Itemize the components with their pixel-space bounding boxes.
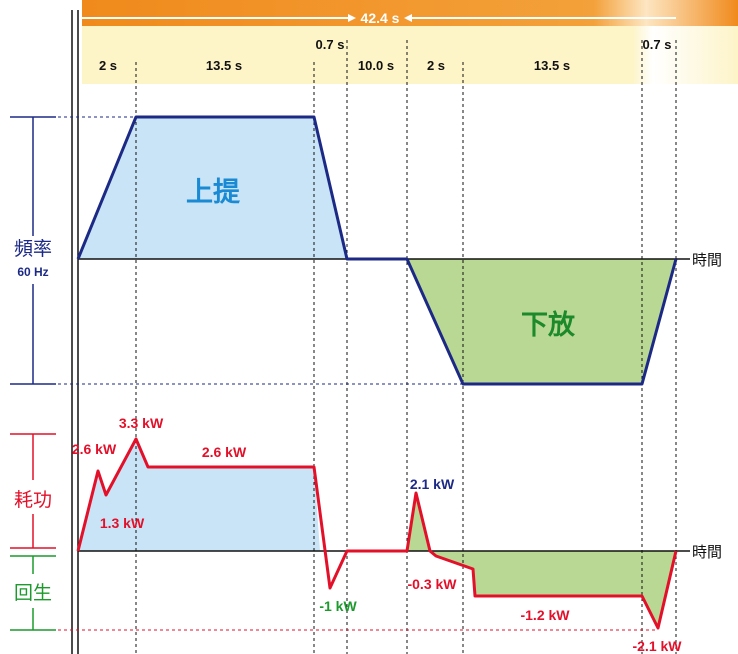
timing-guides xyxy=(135,40,677,654)
frequency-label: 頻率 xyxy=(14,238,52,260)
freq-bracket xyxy=(10,116,56,385)
segment-accel-down-stop: 0.7 s xyxy=(643,37,672,52)
timing-header: 42.4 s 0.7 s 0.7 s 2 s 13.5 s 10.0 s 2 s… xyxy=(82,0,738,84)
lift-area xyxy=(78,117,347,259)
total-time-bar xyxy=(82,0,738,26)
power-curve xyxy=(76,437,678,630)
power-1-3-dip: 1.3 kW xyxy=(100,515,145,531)
power-2-1: 2.1 kW xyxy=(410,476,455,492)
regeneration-label: 回生 xyxy=(14,582,52,604)
frequency-max-label: 60 Hz xyxy=(17,265,48,279)
segment-band xyxy=(82,26,738,84)
power-minus-1-2: -1.2 kW xyxy=(520,607,570,623)
freq-time-label: 時間 xyxy=(692,251,722,269)
power-minus-2-1: -2.1 kW xyxy=(632,638,682,654)
power-3-3-peak: 3.3 kW xyxy=(119,415,164,431)
power-minus-1: -1 kW xyxy=(319,598,357,614)
total-arrowhead-left xyxy=(348,14,356,22)
segment-accel-up-stop: 0.7 s xyxy=(316,37,345,52)
total-time: 42.4 s xyxy=(361,10,400,26)
consume-bracket xyxy=(10,433,56,549)
regen-area xyxy=(430,551,676,628)
consume-area-lower xyxy=(407,493,430,551)
segment-accel-down: 2 s xyxy=(427,58,445,73)
segment-pause: 10.0 s xyxy=(358,58,394,73)
segment-accel-up: 2 s xyxy=(99,58,117,73)
lower-label: 下放 xyxy=(521,309,576,341)
lift-label: 上提 xyxy=(186,177,241,208)
consumption-label: 耗功 xyxy=(14,489,52,511)
power-time-label: 時間 xyxy=(692,543,722,561)
lower-area xyxy=(407,259,676,384)
frequency-curve xyxy=(76,115,678,386)
power-2-6-start: 2.6 kW xyxy=(72,441,117,457)
segment-lift: 13.5 s xyxy=(206,58,242,73)
power-2-6-cruise: 2.6 kW xyxy=(202,444,247,460)
regen-bracket xyxy=(10,555,56,631)
total-arrowhead-right xyxy=(404,14,412,22)
segment-lower: 13.5 s xyxy=(534,58,570,73)
power-minus-0-3: -0.3 kW xyxy=(407,576,457,592)
